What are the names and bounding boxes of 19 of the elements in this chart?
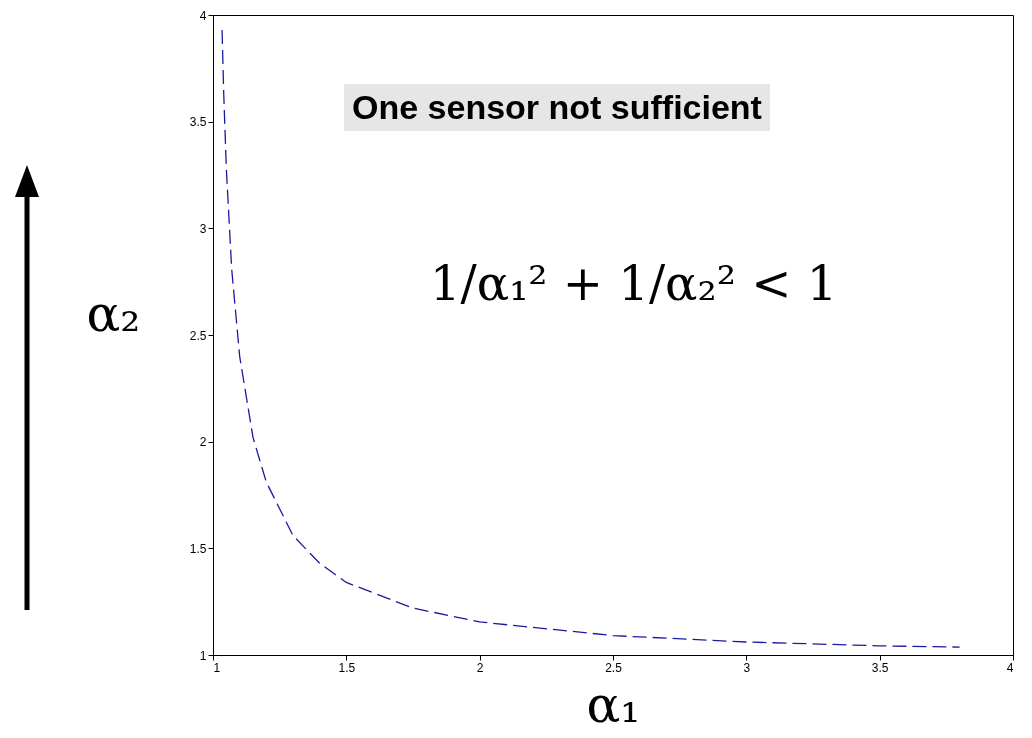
line-series	[221, 29, 961, 648]
y-tick-label: 1	[199, 648, 207, 663]
y-tick-label: 1.5	[189, 541, 207, 556]
y-tick-label: 4	[199, 8, 207, 23]
x-tick-label: 4	[1006, 660, 1014, 675]
y-tick-label: 2	[199, 435, 207, 450]
x-tick-label: 1	[213, 660, 221, 675]
x-tick-label: 3	[743, 660, 751, 675]
x-tick-label: 2	[476, 660, 484, 675]
y-tick-label: 3.5	[189, 115, 207, 130]
y-tick-label: 2.5	[189, 328, 207, 343]
annotation: 1/α₁² + 1/α₂² < 1	[430, 255, 838, 311]
x-tick-label: 2.5	[605, 660, 623, 675]
y-axis-title: α₂	[86, 284, 141, 343]
x-tick-label: 1.5	[338, 660, 356, 675]
y-tick-label: 3	[199, 221, 207, 236]
x-axis-title: α₁	[586, 675, 641, 734]
x-tick-label: 3.5	[871, 660, 889, 675]
annotation: One sensor not sufficient	[344, 84, 770, 131]
